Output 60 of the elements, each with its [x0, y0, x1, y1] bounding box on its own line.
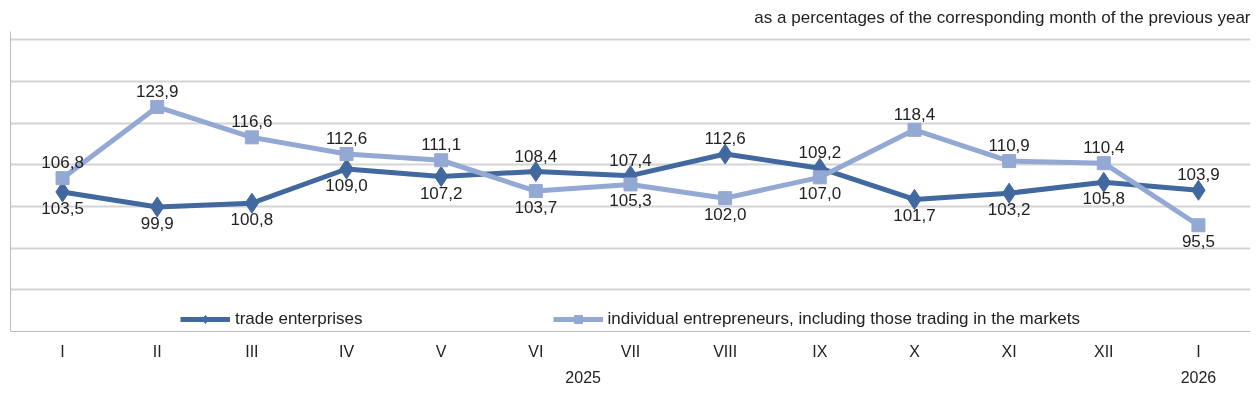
- data-label: 112,6: [325, 129, 368, 148]
- data-label: 116,6: [231, 112, 273, 132]
- point: [718, 191, 733, 206]
- data-label: 118,4: [893, 104, 936, 124]
- data-label: 95,5: [1181, 232, 1215, 252]
- point: [55, 171, 70, 186]
- point: [244, 192, 260, 214]
- data-label: 109,2: [798, 143, 842, 163]
- point: [812, 170, 827, 185]
- point: [434, 153, 449, 168]
- x-tick-label: VIII: [713, 342, 738, 360]
- x-tick-label: XI: [1001, 342, 1017, 360]
- point: [244, 130, 259, 145]
- point: [339, 147, 354, 161]
- data-label: 105,8: [1082, 189, 1126, 209]
- data-label: 109,0: [325, 176, 368, 195]
- point: [1002, 154, 1017, 169]
- data-label: 103,7: [514, 198, 558, 218]
- data-label: 107,2: [419, 183, 463, 203]
- data-label: 99,9: [140, 213, 174, 233]
- x-tick-label: X: [909, 342, 921, 360]
- data-label: 108,4: [514, 146, 558, 166]
- x-tick-label: II: [152, 342, 162, 360]
- legend-label: individual entrepreneurs, including those trading in the markets: [607, 309, 1081, 329]
- x-tick-label: III: [245, 342, 259, 360]
- data-label: 103,9: [1177, 165, 1220, 185]
- data-label: 103,5: [41, 198, 84, 218]
- x-tick-label: XII: [1094, 342, 1114, 360]
- point: [434, 166, 449, 187]
- data-label: 107,4: [609, 150, 652, 170]
- point: [1096, 156, 1111, 171]
- data-label: 123,9: [135, 81, 179, 101]
- data-label: 112,6: [704, 129, 746, 148]
- chart-title: as a percentages of the corresponding month of the previous year: [754, 7, 1251, 27]
- data-label: 106,8: [41, 153, 84, 173]
- data-label: 107,0: [798, 184, 842, 204]
- point: [1191, 218, 1206, 233]
- data-label: 110,9: [988, 136, 1030, 156]
- data-label: 101,7: [893, 206, 936, 226]
- text: 2025: [565, 368, 602, 386]
- x-tick-label: VI: [528, 342, 544, 360]
- data-label: 110,4: [1083, 138, 1125, 158]
- point: [907, 122, 922, 137]
- text: 2026: [1180, 368, 1217, 386]
- data-label: 102,0: [703, 205, 747, 225]
- data-label: 105,3: [609, 191, 652, 211]
- legend-label: trade enterprises: [234, 309, 363, 329]
- x-tick-label: IV: [338, 342, 355, 360]
- x-tick-label: VII: [620, 342, 641, 360]
- x-tick-label: V: [435, 342, 447, 360]
- point: [623, 177, 638, 192]
- x-tick-label: I: [1196, 342, 1201, 360]
- data-label: 103,2: [987, 200, 1031, 220]
- data-label: 111,1: [421, 135, 462, 155]
- x-tick-label: I: [60, 342, 65, 360]
- point: [528, 184, 543, 199]
- point: [150, 99, 165, 114]
- x-tick-label: IX: [812, 342, 828, 360]
- point: [1001, 182, 1017, 204]
- data-label: 100,8: [230, 210, 274, 230]
